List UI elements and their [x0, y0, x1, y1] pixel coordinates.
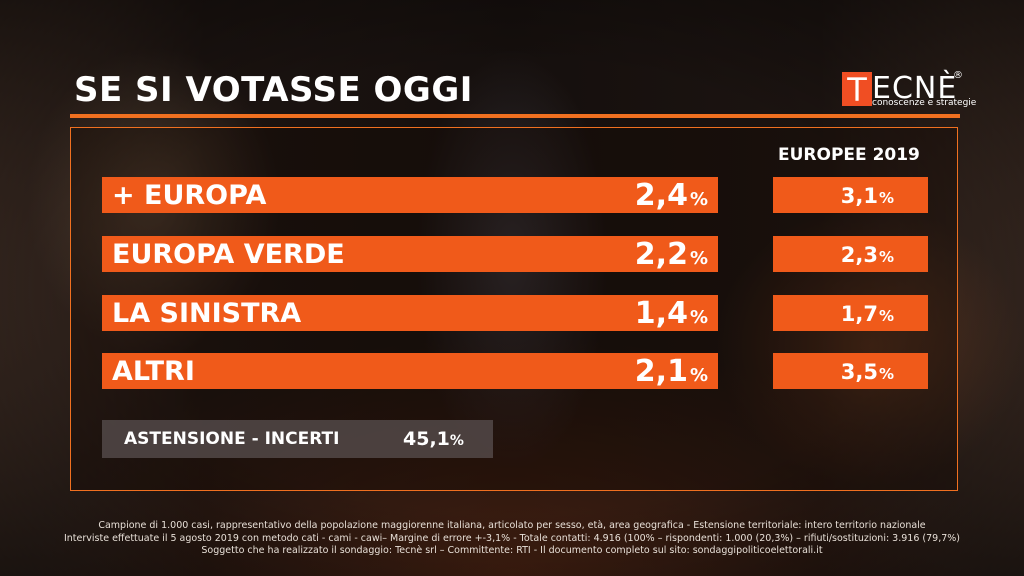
party-value-number: 2,2: [634, 237, 688, 272]
party-name: LA SINISTRA: [112, 298, 302, 329]
party-value: 2,4%: [635, 177, 708, 219]
party-bar: ALTRI 2,1%: [102, 353, 718, 389]
abstention-label: ASTENSIONE - INCERTI: [124, 429, 340, 449]
abstention-unit: %: [449, 433, 464, 449]
methodology-footnote: Campione di 1.000 casi, rappresentativo …: [0, 520, 1024, 558]
abstention-number: 45,1: [403, 428, 450, 450]
previous-value-number: 1,7: [840, 302, 878, 326]
logo-registered-mark: ®: [953, 70, 963, 81]
tecne-logo: T ECNÈ ® conoscenze e strategie: [842, 70, 976, 112]
party-value: 1,4%: [635, 295, 708, 337]
party-name: EUROPA VERDE: [112, 239, 345, 270]
previous-result-bar: 2,3%: [773, 236, 928, 272]
previous-value-unit: %: [878, 189, 894, 207]
party-value: 2,1%: [635, 353, 708, 395]
logo-tagline: conoscenze e strategie: [872, 98, 977, 108]
previous-result-bar: 1,7%: [773, 295, 928, 331]
party-value-unit: %: [689, 189, 708, 210]
previous-value: 1,7%: [841, 295, 894, 335]
previous-value-number: 3,1: [840, 184, 878, 208]
footnote-line: Campione di 1.000 casi, rappresentativo …: [98, 520, 926, 531]
title-underline: [70, 114, 960, 118]
party-name: + EUROPA: [112, 180, 267, 211]
abstention-value: 45,1%: [403, 420, 464, 460]
party-value-unit: %: [689, 307, 708, 328]
party-value-number: 2,1: [634, 354, 688, 389]
previous-value-unit: %: [878, 365, 894, 383]
page-title: SE SI VOTASSE OGGI: [74, 70, 473, 110]
party-bar: + EUROPA 2,4%: [102, 177, 718, 213]
party-bar: EUROPA VERDE 2,2%: [102, 236, 718, 272]
previous-value: 3,5%: [841, 353, 894, 393]
previous-value-unit: %: [878, 307, 894, 325]
party-value: 2,2%: [635, 236, 708, 278]
previous-result-bar: 3,1%: [773, 177, 928, 213]
footnote-line: Soggetto che ha realizzato il sondaggio:…: [201, 545, 823, 556]
previous-value: 2,3%: [841, 236, 894, 276]
abstention-bar: ASTENSIONE - INCERTI 45,1%: [102, 420, 493, 458]
party-value-number: 1,4: [634, 296, 688, 331]
previous-value: 3,1%: [841, 177, 894, 217]
party-bar: LA SINISTRA 1,4%: [102, 295, 718, 331]
previous-value-unit: %: [878, 248, 894, 266]
logo-initial: T: [842, 72, 872, 108]
previous-result-bar: 3,5%: [773, 353, 928, 389]
party-value-unit: %: [689, 365, 708, 386]
party-value-number: 2,4: [634, 178, 688, 213]
party-name: ALTRI: [112, 356, 195, 387]
logo-rest: ECNÈ: [872, 71, 958, 106]
previous-column-header: EUROPEE 2019: [778, 145, 920, 165]
previous-value-number: 3,5: [840, 360, 878, 384]
previous-value-number: 2,3: [840, 243, 878, 267]
party-value-unit: %: [689, 248, 708, 269]
logo-wordmark: T ECNÈ: [842, 71, 958, 108]
footnote-line: Interviste effettuate il 5 agosto 2019 c…: [63, 532, 960, 544]
